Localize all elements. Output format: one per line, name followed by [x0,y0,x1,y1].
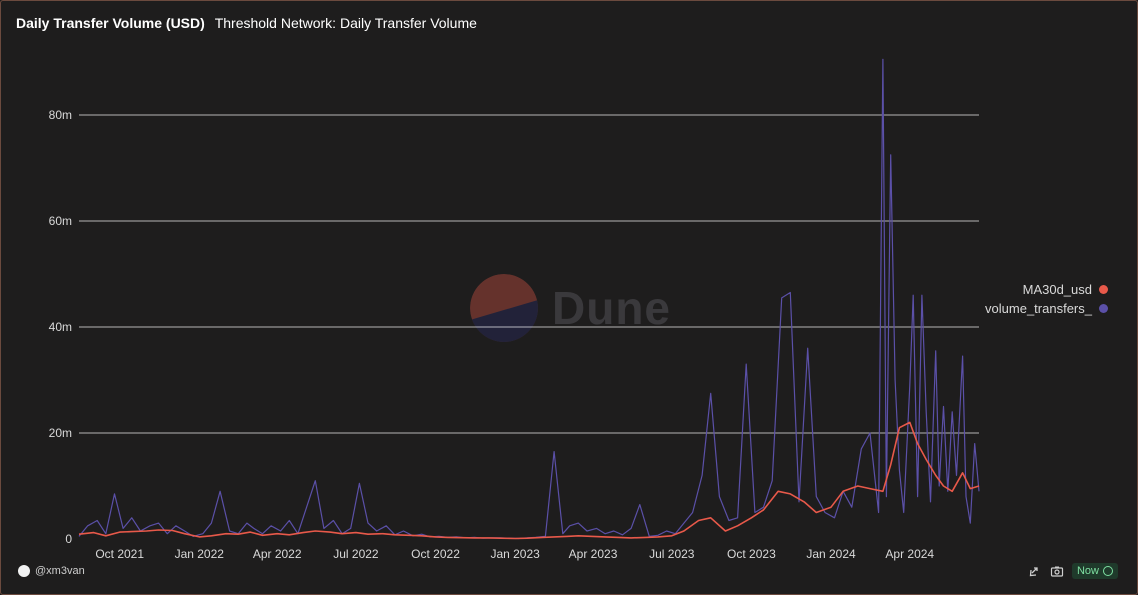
status-text: Now [1076,565,1099,577]
x-tick-label: Oct 2023 [727,547,776,561]
legend-dot-volume [1099,304,1108,313]
series-line-volume[interactable] [78,58,980,540]
x-tick-label: Oct 2021 [95,547,144,561]
x-tick-label: Jan 2022 [175,547,225,561]
legend-label-ma30d: MA30d_usd [1022,282,1092,297]
y-tick-label: 40m [49,320,72,334]
series-line-ma30d[interactable] [78,421,980,540]
legend-item-volume[interactable]: volume_transfers_ [985,299,1108,318]
x-tick-label: Jan 2024 [806,547,856,561]
series [78,58,980,540]
x-tick-label: Apr 2023 [569,547,618,561]
legend: MA30d_usd volume_transfers_ [985,280,1108,318]
chart-title: Daily Transfer Volume (USD) [16,15,205,31]
y-tick-label: 0 [65,532,72,546]
author-credit[interactable]: @xm3van [18,565,85,577]
x-tick-label: Jan 2023 [490,547,540,561]
y-tick-label: 20m [49,426,72,440]
x-tick-label: Jul 2022 [333,547,379,561]
share-icon[interactable] [1028,564,1042,578]
y-tick-label: 60m [49,214,72,228]
dune-logo-icon [470,274,538,342]
status-badge[interactable]: Now [1071,563,1118,579]
legend-dot-ma30d [1099,285,1108,294]
avatar [18,565,30,577]
dune-watermark: Dune [470,274,671,342]
legend-label-volume: volume_transfers_ [985,301,1092,316]
x-tick-label: Apr 2022 [253,547,302,561]
footer-actions: Now [1020,563,1118,579]
x-tick-label: Apr 2024 [885,547,934,561]
watermark-text: Dune [552,282,671,334]
x-tick-label: Oct 2022 [411,547,460,561]
legend-item-ma30d[interactable]: MA30d_usd [985,280,1108,299]
grid-lines [79,114,979,434]
chart-header: Daily Transfer Volume (USD) Threshold Ne… [16,15,477,31]
author-name: @xm3van [35,565,85,577]
y-axis: 0 20m 40m 60m 80m [49,108,73,546]
check-circle-icon [1103,566,1113,576]
chart-subtitle: Threshold Network: Daily Transfer Volume [214,15,477,31]
camera-icon[interactable] [1050,564,1064,578]
y-tick-label: 80m [49,108,72,122]
x-tick-label: Jul 2023 [649,547,695,561]
x-axis: Oct 2021 Jan 2022 Apr 2022 Jul 2022 Oct 2022… [95,547,934,561]
